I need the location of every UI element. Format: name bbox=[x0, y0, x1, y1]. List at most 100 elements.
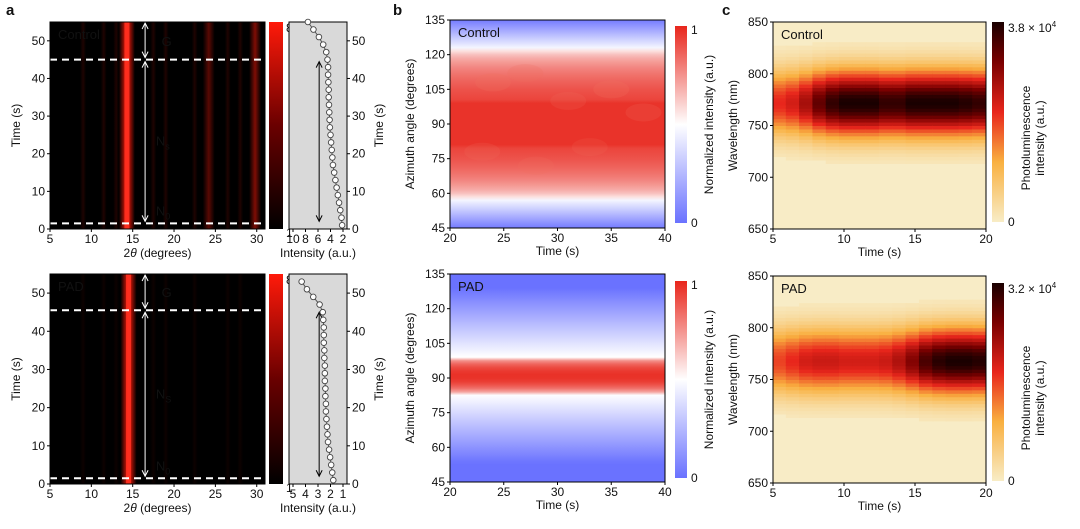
pl-cell bbox=[852, 361, 867, 367]
pl-cell bbox=[972, 379, 987, 384]
pl-cell bbox=[785, 156, 801, 161]
y-tick-label: 40 bbox=[32, 324, 46, 338]
pl-cell bbox=[799, 313, 814, 318]
profile-point bbox=[325, 86, 332, 93]
pl-cell bbox=[972, 114, 987, 120]
pl-cell bbox=[852, 382, 867, 387]
pl-cell bbox=[865, 399, 880, 405]
pl-cell bbox=[905, 351, 920, 356]
pl-cell bbox=[958, 392, 974, 398]
x-tick-label: 25 bbox=[497, 485, 511, 499]
pl-cell bbox=[865, 145, 880, 151]
x-axis-label: Time (s) bbox=[858, 245, 902, 259]
pl-cell bbox=[958, 83, 974, 89]
pl-cell bbox=[825, 52, 841, 57]
pl-cell bbox=[879, 59, 894, 64]
pl-cell bbox=[772, 337, 787, 343]
pl-cell bbox=[972, 107, 987, 113]
pl-cell bbox=[892, 403, 907, 408]
pl-cell bbox=[772, 372, 787, 377]
pl-cell bbox=[892, 344, 907, 349]
pl-cell bbox=[918, 107, 934, 113]
pl-cell bbox=[799, 365, 814, 370]
pl-cell bbox=[879, 341, 894, 346]
pl-cell bbox=[892, 97, 907, 102]
pl-cell bbox=[825, 138, 841, 144]
pl-cell bbox=[879, 69, 894, 75]
profile-point bbox=[316, 301, 323, 308]
pl-cell bbox=[865, 56, 880, 61]
y-tick-label: 120 bbox=[425, 48, 445, 62]
pl-cell bbox=[932, 135, 947, 140]
profile-point bbox=[319, 308, 326, 316]
pl-cell bbox=[785, 361, 801, 367]
pl-cell bbox=[799, 111, 814, 116]
pl-cell bbox=[905, 121, 920, 126]
pl-cell bbox=[879, 66, 894, 71]
pl-cell bbox=[905, 114, 920, 120]
pl-cell bbox=[865, 159, 880, 164]
pl-cell bbox=[879, 104, 894, 109]
pl-cell bbox=[839, 149, 854, 154]
pl-cell bbox=[772, 49, 787, 54]
profile-y-tick-label: 20 bbox=[352, 147, 366, 161]
profile-point bbox=[321, 354, 328, 362]
pl-cell bbox=[932, 375, 947, 380]
pl-cell bbox=[812, 56, 827, 61]
pl-cell bbox=[892, 121, 907, 126]
pl-cell bbox=[785, 351, 801, 356]
pl-cell bbox=[932, 372, 947, 377]
pl-cell bbox=[772, 45, 787, 51]
pl-cell bbox=[852, 310, 867, 315]
colorbar-label: Photoluminescence bbox=[1019, 85, 1033, 190]
pl-cell bbox=[772, 341, 787, 346]
pl-cell bbox=[945, 149, 960, 154]
pl-cell bbox=[865, 69, 880, 75]
pl-cell bbox=[945, 372, 960, 377]
pl-cell bbox=[839, 90, 854, 95]
colorbar-label: Normalized intensity (a.u.) bbox=[702, 310, 716, 449]
pl-cell bbox=[905, 361, 920, 367]
pl-cell bbox=[812, 365, 827, 370]
arrow-head bbox=[141, 311, 149, 319]
y-tick-label: 40 bbox=[32, 71, 46, 85]
pl-cell bbox=[905, 358, 920, 363]
pl-cell bbox=[945, 389, 960, 394]
pl-cell bbox=[918, 358, 934, 363]
pl-cell bbox=[839, 337, 854, 343]
pl-cell bbox=[772, 97, 787, 102]
pl-cell bbox=[879, 111, 894, 116]
profile-y-tick-label: 30 bbox=[352, 362, 366, 376]
pl-cell bbox=[785, 382, 801, 387]
pl-cell bbox=[945, 118, 960, 123]
pl-cell bbox=[879, 313, 894, 318]
pl-cell bbox=[879, 42, 894, 47]
pl-cell bbox=[812, 128, 827, 133]
pl-cell bbox=[865, 389, 880, 394]
pl-cell bbox=[865, 351, 880, 356]
plot-frame bbox=[49, 273, 266, 485]
pl-cell bbox=[772, 138, 787, 144]
pl-cell bbox=[812, 107, 827, 113]
pl-cell bbox=[892, 149, 907, 154]
pl-cell bbox=[839, 344, 854, 349]
pl-cell bbox=[812, 121, 827, 126]
pl-cell bbox=[772, 306, 787, 311]
pl-cell bbox=[958, 347, 974, 353]
pl-cell bbox=[945, 125, 960, 130]
pl-cell bbox=[918, 42, 934, 47]
pl-cell bbox=[932, 399, 947, 405]
pl-cell bbox=[918, 403, 934, 408]
pl-cell bbox=[892, 323, 907, 329]
pl-cell bbox=[772, 52, 787, 57]
colorbar bbox=[269, 274, 283, 484]
pl-cell bbox=[785, 330, 801, 336]
pl-cell bbox=[772, 73, 787, 78]
pl-cell bbox=[772, 114, 787, 120]
pl-cell bbox=[812, 323, 827, 329]
profile-y-tick-label: 40 bbox=[352, 71, 366, 85]
pl-cell bbox=[785, 49, 801, 54]
pl-cell bbox=[918, 327, 934, 332]
pl-cell bbox=[852, 347, 867, 353]
profile-y-tick-label: 10 bbox=[352, 184, 366, 198]
